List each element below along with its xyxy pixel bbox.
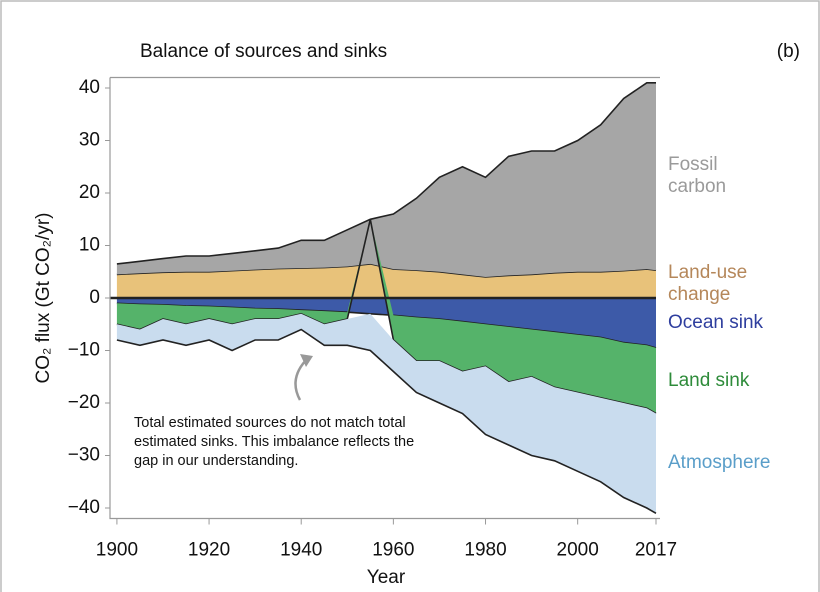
y-axis-title: CO₂ flux (Gt CO₂/yr) <box>33 213 54 384</box>
area <box>116 82 656 277</box>
x-tick-label: 1980 <box>464 540 506 561</box>
x-axis-title: Year <box>367 567 406 588</box>
chart-title: Balance of sources and sinks <box>140 41 387 62</box>
x-tick-label: 1900 <box>96 540 138 561</box>
y-tick-label: −30 <box>68 445 100 466</box>
area <box>116 263 656 298</box>
x-tick-label: 1920 <box>188 540 230 561</box>
y-tick-label: 0 <box>89 287 100 308</box>
y-tick-label: 20 <box>79 182 100 203</box>
series-label: Land sink <box>668 369 750 391</box>
annotation: Total estimated sources do not match tot… <box>134 415 415 469</box>
axis-frame <box>109 77 660 520</box>
y-tick-label: −20 <box>68 392 100 413</box>
area <box>116 313 656 514</box>
annotation-arrowhead <box>300 354 313 367</box>
x-tick-label: 2017 <box>635 540 677 561</box>
series-label: Ocean sink <box>668 311 764 333</box>
series-label: Land-use change <box>668 262 748 306</box>
x-tick-label: 2000 <box>557 540 599 561</box>
panel-label: (b) <box>777 41 800 62</box>
y-tick-label: 10 <box>79 235 100 256</box>
y-tick-label: −10 <box>68 340 100 361</box>
area-edge <box>116 328 657 514</box>
area <box>116 219 656 414</box>
x-tick-label: 1940 <box>280 540 322 561</box>
y-tick-label: 30 <box>79 130 100 151</box>
y-tick-label: 40 <box>79 77 100 98</box>
series-label: Fossil carbon <box>668 154 727 198</box>
x-tick-label: 1960 <box>372 540 414 561</box>
area <box>116 298 656 348</box>
area-edge <box>116 82 656 265</box>
series-label: Atmosphere <box>668 452 771 474</box>
y-tick-label: −40 <box>68 497 100 518</box>
